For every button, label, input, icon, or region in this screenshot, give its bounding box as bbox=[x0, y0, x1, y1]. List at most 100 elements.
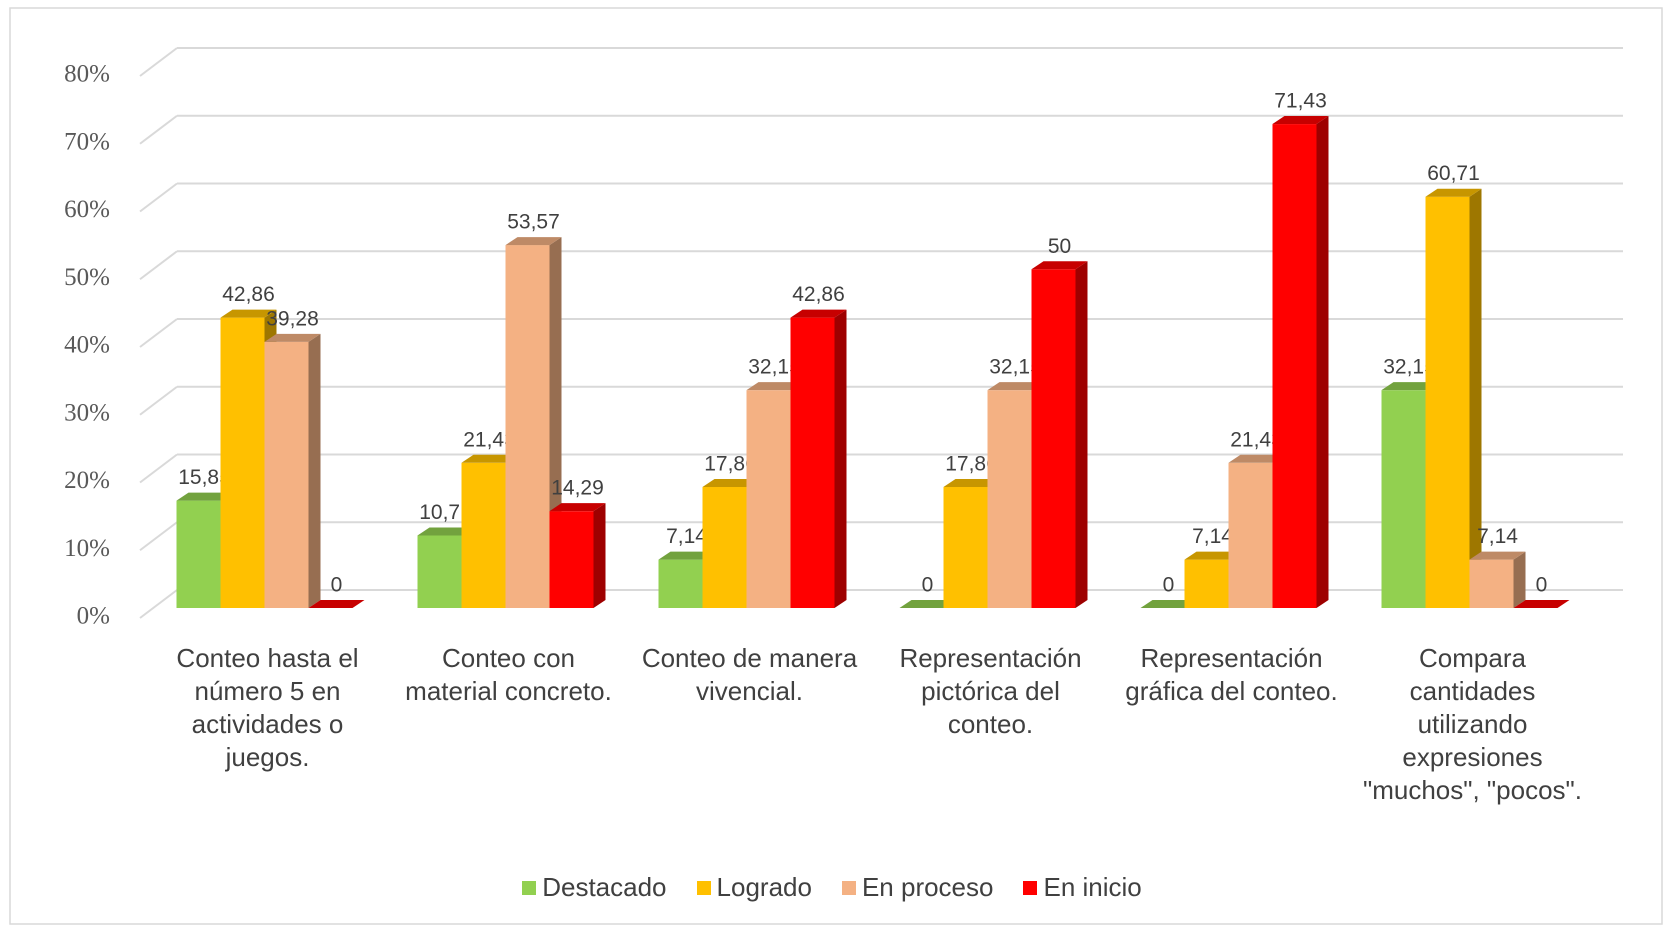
bar-front bbox=[264, 341, 309, 608]
x-tick-label: Representación gráfica del conteo. bbox=[1125, 643, 1338, 706]
bar-top bbox=[1184, 551, 1241, 560]
grid-line bbox=[139, 453, 178, 484]
bar-front bbox=[1184, 559, 1229, 608]
data-label: 53,57 bbox=[507, 211, 560, 234]
data-label: 0 bbox=[1536, 574, 1548, 597]
grid-line bbox=[139, 182, 178, 213]
data-label: 7,14 bbox=[1192, 525, 1233, 548]
bar-front bbox=[790, 317, 835, 608]
data-label: 50 bbox=[1048, 235, 1071, 258]
bar-top bbox=[702, 478, 759, 487]
bar bbox=[899, 600, 956, 608]
bar-side bbox=[1316, 116, 1329, 608]
bar-top bbox=[176, 492, 233, 501]
bar-front bbox=[702, 486, 747, 608]
bar-side bbox=[308, 333, 321, 608]
y-tick-label: 70% bbox=[64, 128, 110, 155]
data-label: 42,86 bbox=[792, 283, 845, 306]
grid-line bbox=[139, 250, 178, 281]
data-label: 0 bbox=[331, 574, 343, 597]
legend-label: Destacado bbox=[542, 872, 667, 902]
bar-front bbox=[658, 559, 703, 608]
legend-label: Logrado bbox=[716, 872, 812, 902]
legend-label: En inicio bbox=[1043, 872, 1142, 902]
bar-front bbox=[220, 317, 265, 608]
y-tick-label: 60% bbox=[64, 196, 110, 223]
bar-top bbox=[549, 503, 606, 512]
data-label: 32,15 bbox=[989, 356, 1042, 379]
bar bbox=[1031, 261, 1088, 608]
bar-front bbox=[549, 511, 594, 608]
data-label: 17,86 bbox=[945, 453, 998, 476]
grid-line bbox=[139, 318, 178, 348]
bar-front bbox=[1469, 559, 1514, 608]
bar-top bbox=[1228, 454, 1285, 463]
bar-top bbox=[1513, 600, 1570, 608]
data-label: 17,86 bbox=[704, 453, 757, 476]
bar bbox=[1140, 600, 1197, 608]
bar-side bbox=[1469, 188, 1482, 608]
bar bbox=[1425, 188, 1482, 608]
y-tick-label: 10% bbox=[64, 535, 110, 562]
bar bbox=[790, 309, 847, 608]
bar-top bbox=[746, 382, 803, 391]
bar-front bbox=[176, 500, 221, 608]
data-label: 39,28 bbox=[266, 307, 319, 330]
bar-front bbox=[1425, 196, 1470, 608]
bar-top bbox=[308, 600, 365, 608]
legend: Destacado Logrado En proceso En inicio bbox=[0, 872, 1664, 903]
y-tick-label: 80% bbox=[64, 61, 110, 88]
grid-line bbox=[139, 47, 178, 77]
bar-side bbox=[1075, 261, 1088, 608]
bar-top bbox=[417, 527, 474, 536]
legend-item: En inicio bbox=[1023, 872, 1142, 903]
bar-front bbox=[505, 245, 550, 609]
legend-swatch bbox=[841, 880, 856, 895]
bar-front bbox=[1228, 462, 1273, 608]
legend-swatch bbox=[696, 880, 711, 895]
bar-top bbox=[899, 600, 956, 608]
data-label: 7,14 bbox=[666, 525, 707, 548]
data-label: 32,15 bbox=[748, 356, 801, 379]
bar-side bbox=[593, 503, 606, 608]
bar-top bbox=[505, 237, 562, 246]
bar bbox=[308, 600, 365, 608]
bar-front bbox=[461, 462, 506, 608]
y-tick-label: 50% bbox=[64, 264, 110, 291]
grid-line bbox=[139, 114, 178, 145]
bar-side bbox=[1513, 551, 1526, 608]
bar-top bbox=[1272, 116, 1329, 125]
bar-top bbox=[658, 551, 715, 560]
data-label: 32,15 bbox=[1383, 356, 1436, 379]
data-label: 15,85 bbox=[178, 466, 231, 489]
data-label: 10,71 bbox=[419, 501, 472, 524]
bar-top bbox=[790, 309, 847, 318]
bar-front bbox=[987, 390, 1032, 608]
bar-top bbox=[1140, 600, 1197, 608]
data-label: 42,86 bbox=[222, 283, 275, 306]
legend-label: En proceso bbox=[861, 872, 994, 902]
bar bbox=[1469, 551, 1526, 608]
x-tick-label: Representación pictórica del conteo. bbox=[899, 643, 1082, 739]
data-label: 7,14 bbox=[1477, 525, 1518, 548]
grid-line bbox=[139, 385, 178, 416]
bar bbox=[1513, 600, 1570, 608]
grid-line bbox=[139, 589, 178, 619]
data-label: 21,43 bbox=[1230, 428, 1283, 451]
x-tick-label: Conteo de manera vivencial. bbox=[641, 643, 858, 706]
bar bbox=[264, 333, 321, 608]
data-label: 21,43 bbox=[463, 428, 516, 451]
bar-side bbox=[834, 309, 847, 608]
bar-top bbox=[1469, 551, 1526, 560]
bar-top bbox=[264, 333, 321, 342]
legend-swatch bbox=[1023, 880, 1038, 895]
legend-item: Logrado bbox=[696, 872, 812, 903]
y-tick-label: 0% bbox=[77, 603, 110, 630]
y-tick-label: 30% bbox=[64, 399, 110, 426]
y-tick-label: 20% bbox=[64, 467, 110, 494]
legend-item: Destacado bbox=[522, 872, 667, 903]
bar bbox=[549, 503, 606, 608]
data-label: 0 bbox=[1163, 574, 1175, 597]
